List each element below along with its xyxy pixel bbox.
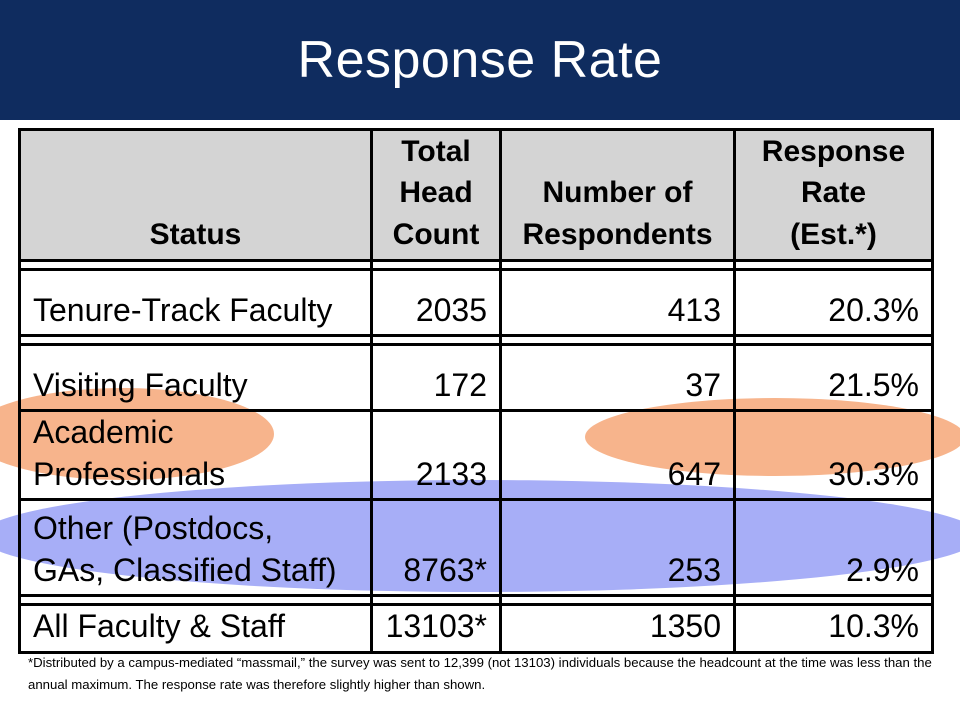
table-row: Visiting Faculty 172 37 21.5% <box>18 343 934 413</box>
rate-cell: 30.3% <box>733 409 934 502</box>
table-row: Tenure-Track Faculty 2035 413 20.3% <box>18 268 934 338</box>
rate-cell: 21.5% <box>733 343 934 413</box>
head-count-cell: 172 <box>370 343 502 413</box>
rate-cell: 10.3% <box>733 603 934 654</box>
header-response-rate: Response Rate (Est.*) <box>733 127 934 263</box>
rate-cell: 2.9% <box>733 498 934 598</box>
table-row: Other (Postdocs, GAs, Classified Staff) … <box>18 498 934 598</box>
status-cell: Academic Professionals <box>18 409 373 502</box>
table-row: Academic Professionals 2133 647 30.3% <box>18 409 934 502</box>
status-cell: All Faculty & Staff <box>18 603 373 654</box>
head-count-cell: 2133 <box>370 409 502 502</box>
status-cell: Other (Postdocs, GAs, Classified Staff) <box>18 498 373 598</box>
status-cell: Tenure-Track Faculty <box>18 268 373 338</box>
header-number-of-respondents: Number of Respondents <box>499 127 736 263</box>
head-count-cell: 2035 <box>370 268 502 338</box>
rate-cell: 20.3% <box>733 268 934 338</box>
header-total-head-count: Total Head Count <box>370 127 502 263</box>
table-header-row: Status Total Head Count Number of Respon… <box>18 127 934 263</box>
footnote: *Distributed by a campus-mediated “massm… <box>28 655 932 692</box>
head-count-cell: 13103* <box>370 603 502 654</box>
respondents-cell: 1350 <box>499 603 736 654</box>
respondents-cell: 253 <box>499 498 736 598</box>
table-row: All Faculty & Staff 13103* 1350 10.3% <box>18 603 934 654</box>
respondents-cell: 37 <box>499 343 736 413</box>
title-bar: Response Rate <box>0 0 960 120</box>
head-count-cell: 8763* <box>370 498 502 598</box>
respondents-cell: 413 <box>499 268 736 338</box>
status-cell: Visiting Faculty <box>18 343 373 413</box>
respondents-cell: 647 <box>499 409 736 502</box>
response-rate-table: Status Total Head Count Number of Respon… <box>18 127 934 654</box>
header-status: Status <box>18 127 373 263</box>
page-title: Response Rate <box>297 31 663 89</box>
